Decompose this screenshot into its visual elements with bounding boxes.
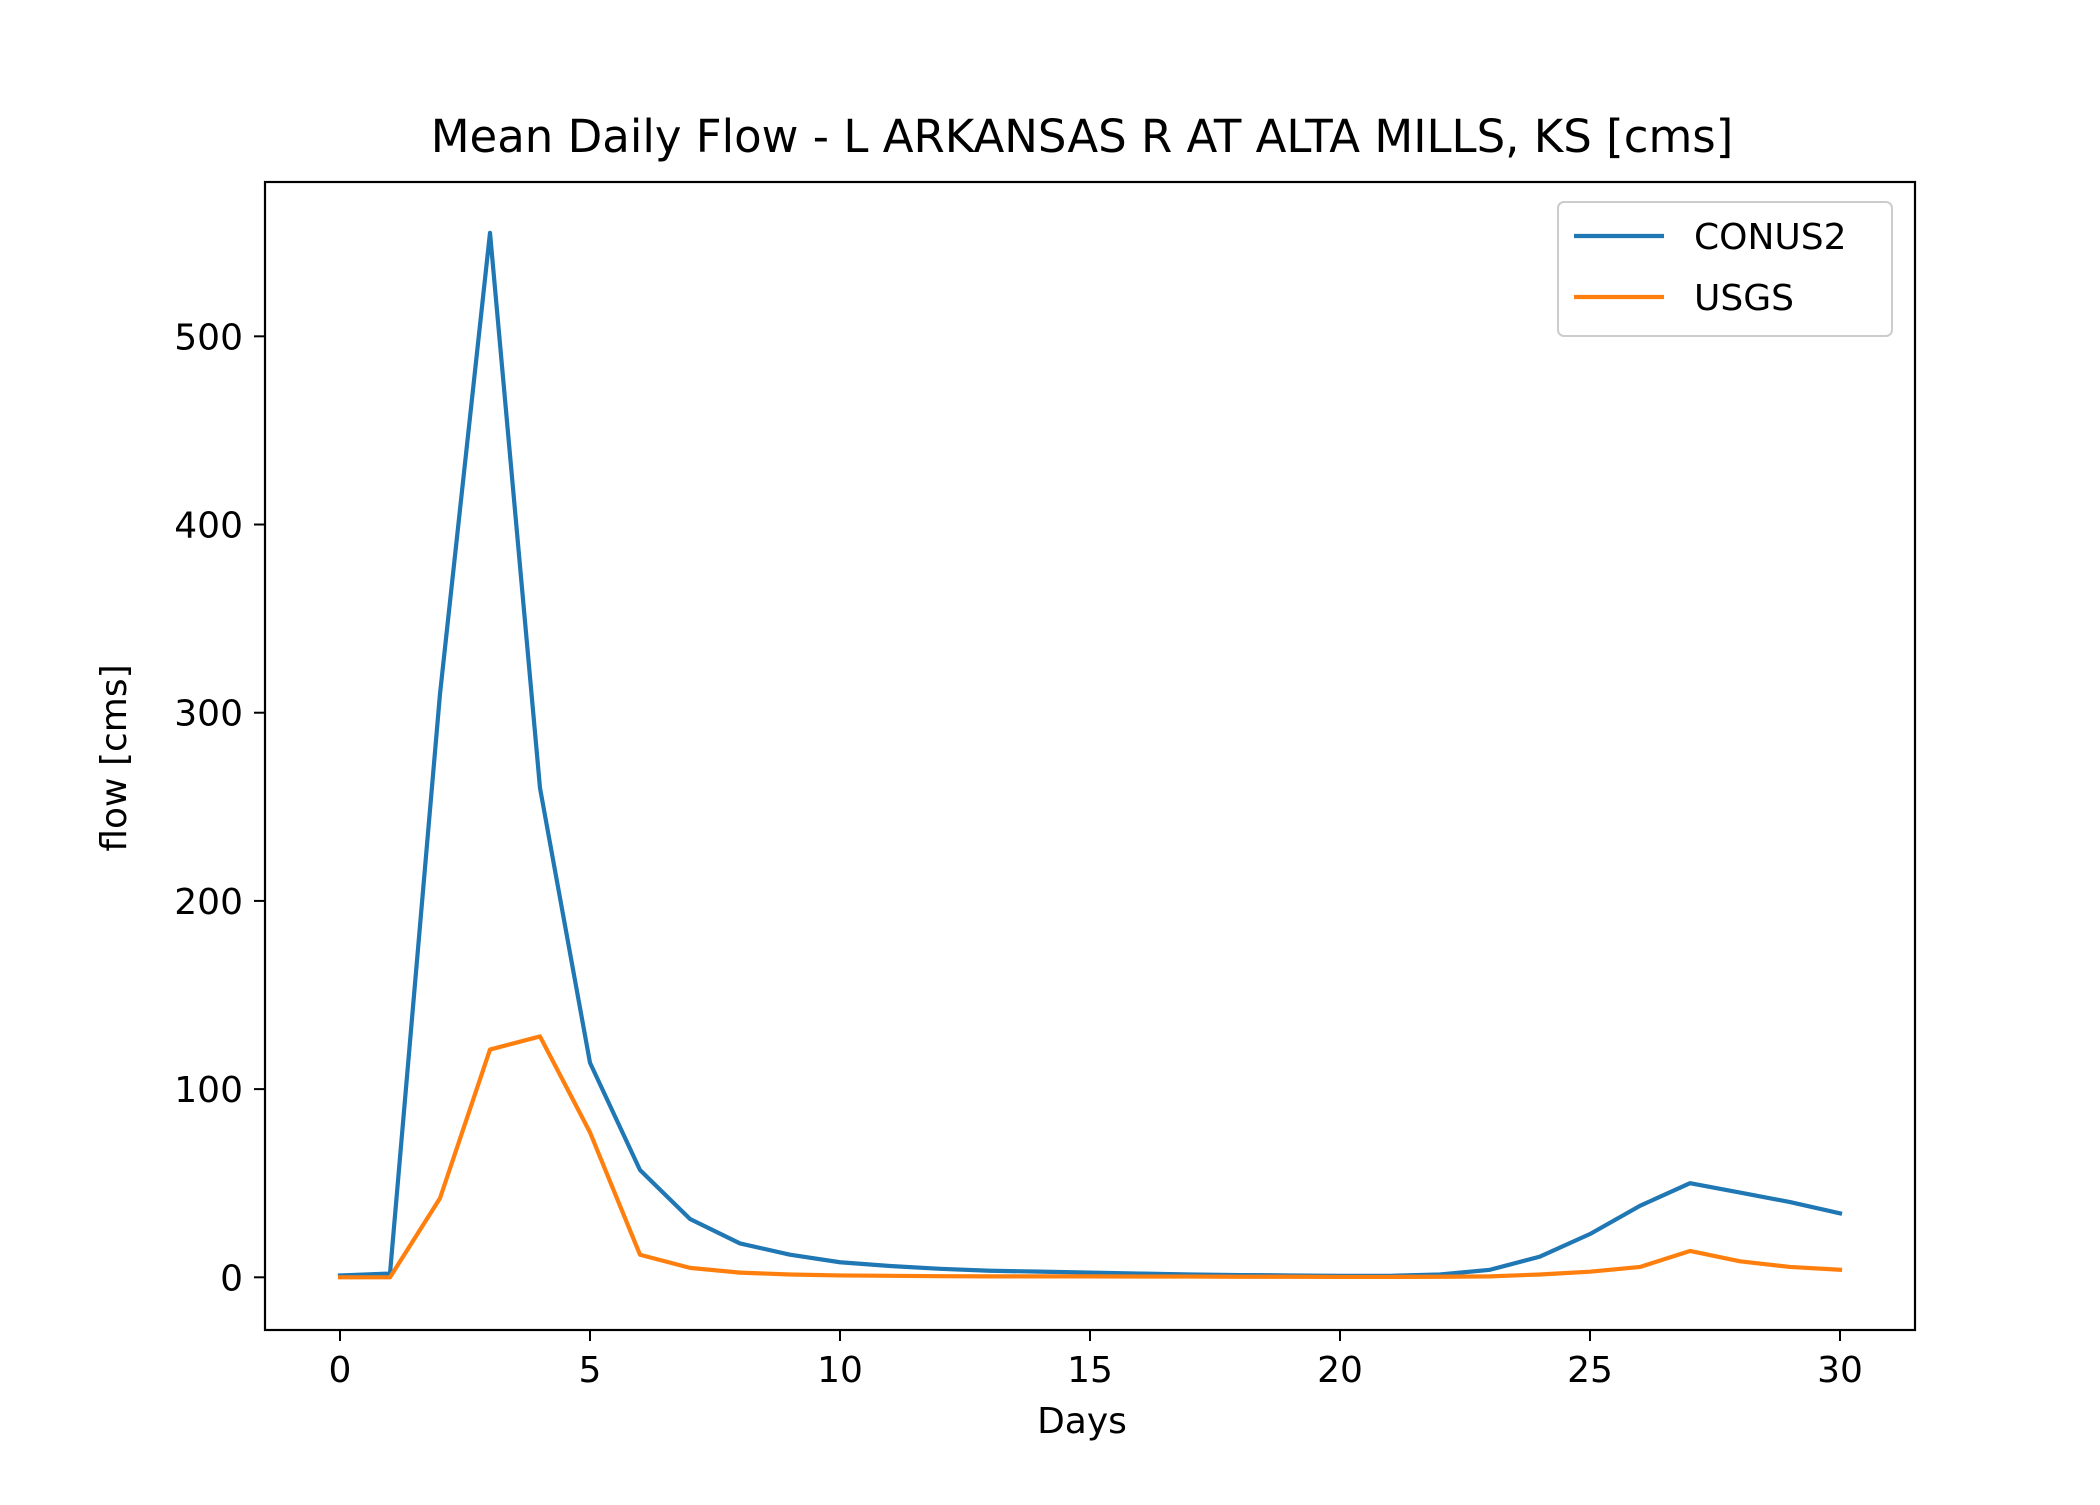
x-tick-label: 30 — [1817, 1350, 1863, 1391]
x-tick-label: 10 — [817, 1350, 863, 1391]
x-tick-label: 15 — [1067, 1350, 1113, 1391]
x-tick-label: 0 — [329, 1350, 352, 1391]
x-tick-label: 20 — [1317, 1350, 1363, 1391]
x-tick-label: 25 — [1567, 1350, 1613, 1391]
x-axis-label: Days — [1037, 1401, 1127, 1442]
y-tick-label: 400 — [174, 506, 243, 547]
y-tick-label: 200 — [174, 882, 243, 923]
x-tick-label: 5 — [579, 1350, 602, 1391]
chart-title: Mean Daily Flow - L ARKANSAS R AT ALTA M… — [431, 110, 1734, 163]
y-tick-label: 300 — [174, 694, 243, 735]
series-line-conus2 — [337, 230, 1843, 1278]
y-tick-label: 0 — [220, 1258, 243, 1299]
series-line-usgs — [337, 1034, 1843, 1280]
y-tick-label: 100 — [174, 1070, 243, 1111]
y-tick-label: 500 — [174, 317, 243, 358]
legend-label-conus2: CONUS2 — [1694, 217, 1847, 258]
legend: CONUS2 USGS — [1557, 201, 1893, 337]
y-axis-label: flow [cms] — [94, 664, 135, 851]
legend-label-usgs: USGS — [1694, 278, 1794, 319]
